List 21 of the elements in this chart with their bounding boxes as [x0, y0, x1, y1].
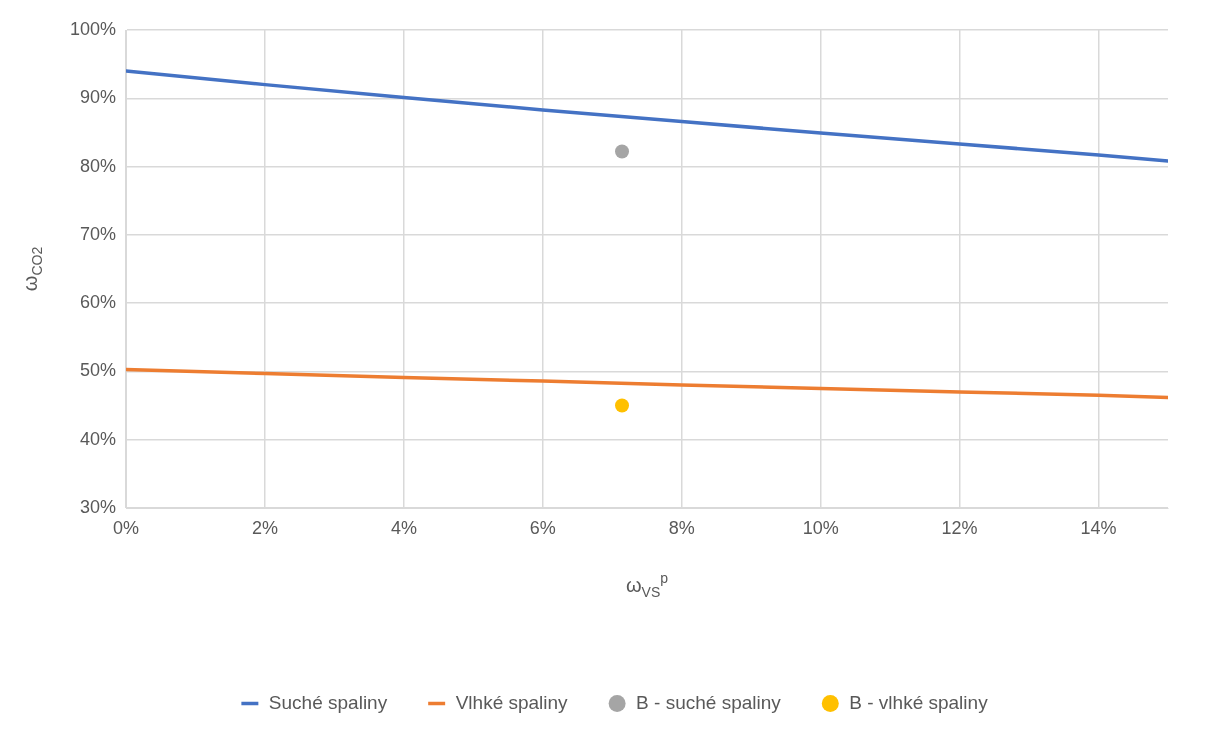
x-tick-label: 4% [390, 517, 417, 538]
x-tick-label: 0% [113, 517, 140, 538]
y-tick-label: 40% [80, 428, 117, 449]
legend-label: Vlhké spaliny [455, 691, 569, 713]
y-axis-title: ωCO2 [18, 246, 45, 292]
x-tick-label: 14% [1080, 517, 1117, 538]
x-tick-label: 2% [251, 517, 278, 538]
y-tick-label: 100% [69, 18, 117, 39]
y-tick-label: 50% [80, 360, 117, 381]
legend-label: B - suché spaliny [636, 691, 782, 713]
y-tick-label: 60% [80, 292, 117, 313]
y-tick-label: 30% [80, 496, 117, 517]
y-tick-label: 80% [80, 155, 117, 176]
legend-label: B - vlhké spaliny [849, 691, 989, 713]
x-tick-label: 12% [941, 517, 978, 538]
x-tick-label: 10% [802, 517, 839, 538]
y-tick-label: 70% [80, 223, 117, 244]
y-tick-label: 90% [80, 87, 117, 108]
x-tick-label: 8% [668, 517, 695, 538]
legend-label: Suché spaliny [268, 691, 388, 713]
x-tick-label: 6% [529, 517, 556, 538]
